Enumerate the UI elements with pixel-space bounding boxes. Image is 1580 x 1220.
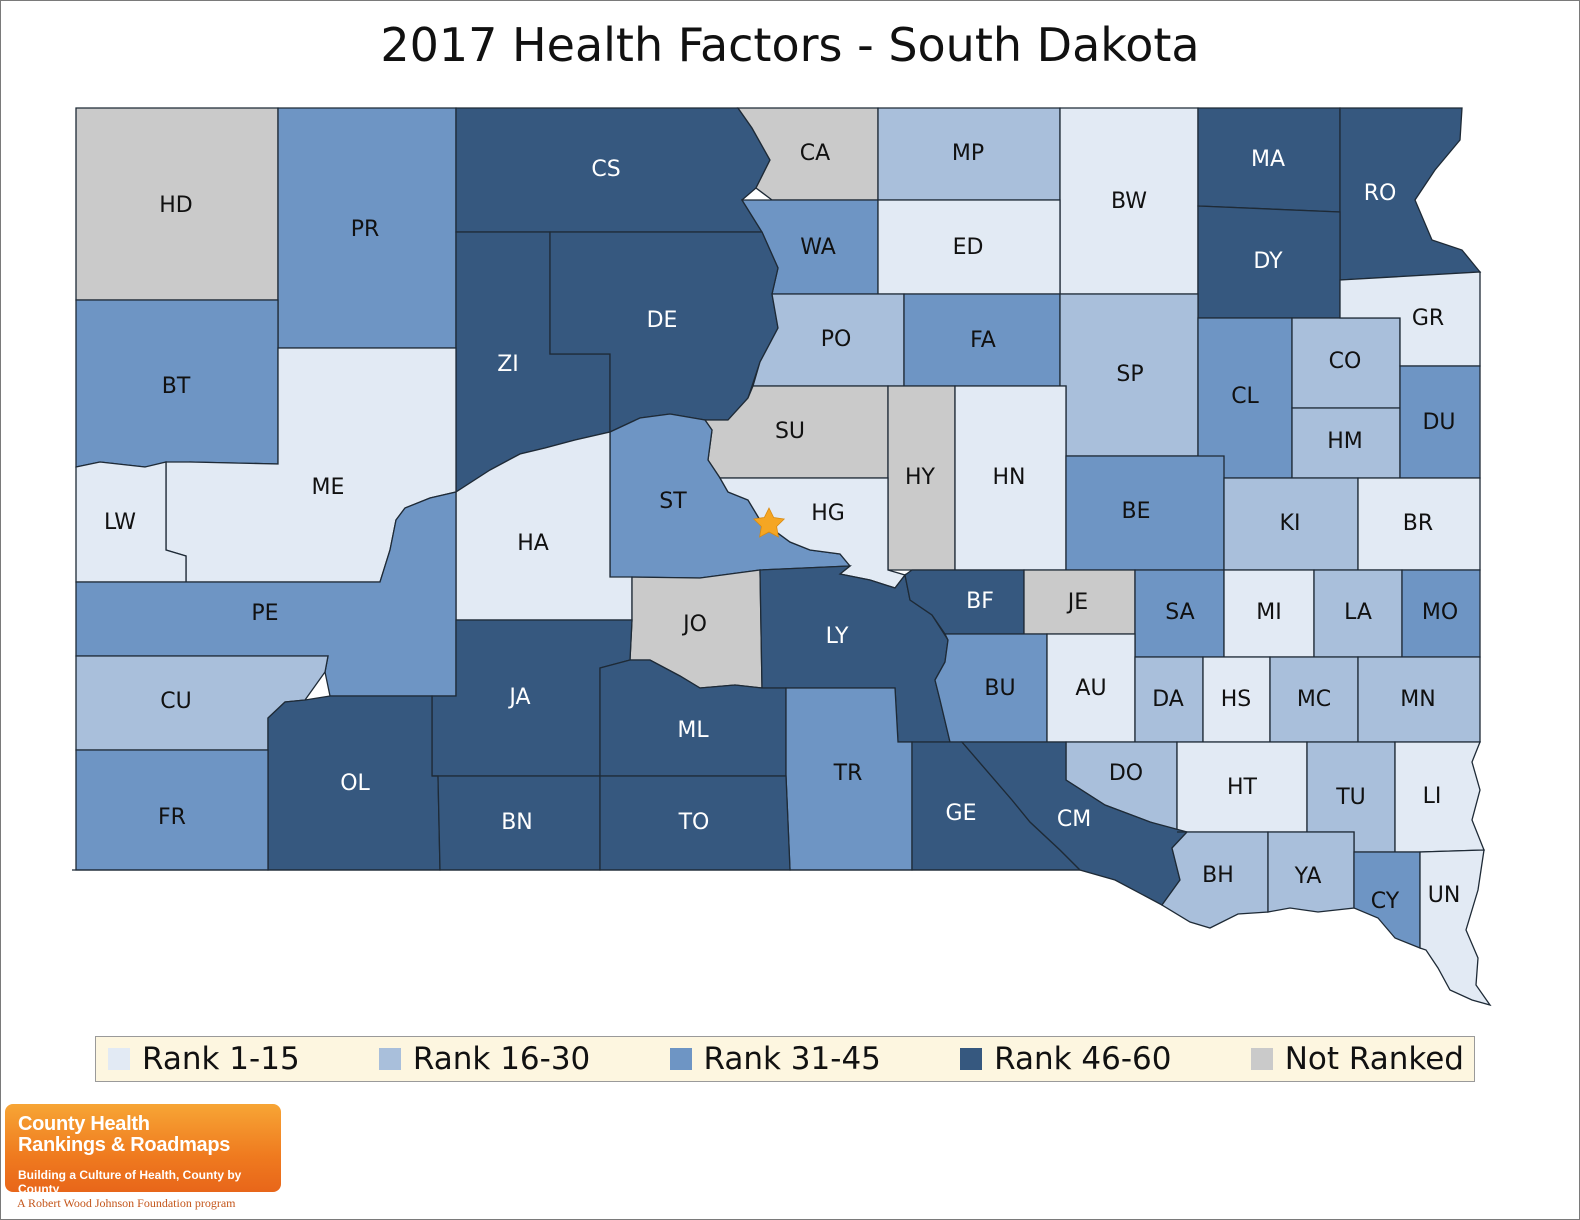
county-label-bf: BF	[966, 589, 994, 614]
legend-swatch	[1250, 1048, 1273, 1070]
map-title: 2017 Health Factors - South Dakota	[380, 18, 1200, 72]
county-label-wa: WA	[800, 235, 836, 260]
county-label-de: DE	[647, 308, 678, 333]
county-label-be: BE	[1122, 499, 1151, 524]
county-label-do: DO	[1109, 761, 1143, 786]
county-label-bu: BU	[984, 676, 1015, 701]
county-label-ge: GE	[946, 801, 977, 826]
county-label-hn: HN	[993, 465, 1026, 490]
legend-label: Rank 1-15	[142, 1041, 300, 1077]
county-label-zi: ZI	[497, 352, 519, 377]
county-label-lw: LW	[104, 510, 136, 535]
star-icon	[752, 507, 786, 538]
county-label-au: AU	[1075, 676, 1106, 701]
county-label-jo: JO	[681, 612, 707, 637]
legend-label: Rank 31-45	[703, 1041, 881, 1077]
legend-item-rank-31-45: Rank 31-45	[669, 1041, 881, 1077]
legend-item-rank-46-60: Rank 46-60	[960, 1041, 1172, 1077]
county-label-sp: SP	[1116, 362, 1143, 387]
county-label-gr: GR	[1412, 306, 1444, 331]
county-label-mn: MN	[1400, 687, 1435, 712]
logo-line-3: Building a Culture of Health, County by …	[18, 1168, 242, 1196]
chr-logo[interactable]: County Health Rankings & Roadmaps Buildi…	[5, 1104, 281, 1196]
legend-label: Rank 16-30	[412, 1041, 591, 1077]
county-label-hy: HY	[905, 465, 936, 490]
county-label-br: BR	[1403, 511, 1433, 536]
legend-swatch	[108, 1048, 130, 1070]
logo-line-2: Rankings & Roadmaps	[18, 1134, 231, 1156]
legend: Rank 1-15 Rank 16-30 Rank 31-45 Rank 46-…	[95, 1036, 1475, 1082]
county-label-to: TO	[678, 810, 710, 835]
county-label-mi: MI	[1256, 600, 1281, 625]
county-label-layer: HD PR CS CA MP BW MA RO WA ED DY BT ZI DE PO FA SP CL CO GR…	[104, 141, 1460, 914]
county-label-la: LA	[1344, 600, 1372, 625]
county-label-tr: TR	[833, 761, 863, 786]
county-label-hs: HS	[1221, 687, 1252, 712]
county-label-st: ST	[659, 489, 687, 514]
county-label-sa: SA	[1165, 600, 1194, 625]
county-label-mo: MO	[1422, 600, 1458, 625]
legend-swatch	[669, 1048, 692, 1070]
county-label-ed: ED	[953, 235, 984, 260]
county-label-fa: FA	[970, 328, 996, 353]
logo-line-1: County Health	[18, 1113, 150, 1135]
county-label-ma: MA	[1251, 147, 1285, 172]
county-layer	[72, 107, 1492, 1007]
legend-label: Rank 46-60	[994, 1041, 1172, 1077]
legend-swatch	[960, 1048, 983, 1070]
county-label-ca: CA	[800, 141, 830, 166]
county-label-bn: BN	[501, 810, 533, 835]
county-label-co: CO	[1329, 349, 1362, 374]
county-ya[interactable]	[1267, 831, 1355, 913]
county-label-ki: KI	[1280, 511, 1301, 536]
county-label-fr: FR	[158, 805, 186, 830]
county-label-bw: BW	[1111, 189, 1147, 214]
legend-label: Not Ranked	[1284, 1041, 1464, 1077]
county-label-ja: JA	[507, 685, 530, 710]
county-un[interactable]	[1419, 849, 1492, 1007]
legend-item-not-ranked: Not Ranked	[1250, 1041, 1464, 1077]
county-ro[interactable]	[1339, 107, 1482, 281]
county-label-cm: CM	[1057, 807, 1091, 832]
county-label-ol: OL	[340, 771, 370, 796]
county-label-li: LI	[1423, 784, 1442, 809]
county-label-bt: BT	[162, 374, 191, 399]
logo-tagline: A Robert Wood Johnson Foundation program	[17, 1196, 236, 1210]
county-label-hg: HG	[811, 501, 845, 526]
county-label-pr: PR	[351, 217, 380, 242]
county-label-cl: CL	[1231, 384, 1259, 409]
county-label-je: JE	[1066, 590, 1088, 615]
county-label-ml: ML	[677, 718, 709, 743]
county-label-un: UN	[1428, 883, 1461, 908]
county-label-du: DU	[1422, 410, 1455, 435]
county-label-mc: MC	[1297, 687, 1331, 712]
county-label-su: SU	[775, 419, 805, 444]
county-label-cs: CS	[591, 157, 620, 182]
county-label-dy: DY	[1253, 249, 1283, 274]
county-label-me: ME	[312, 475, 345, 500]
county-label-po: PO	[821, 327, 852, 352]
legend-item-rank-1-15: Rank 1-15	[108, 1041, 300, 1077]
county-label-mp: MP	[952, 141, 984, 166]
county-label-hm: HM	[1327, 429, 1363, 454]
county-label-tu: TU	[1335, 785, 1366, 810]
county-label-ro: RO	[1364, 181, 1397, 206]
county-label-ya: YA	[1294, 864, 1322, 889]
county-label-pe: PE	[251, 601, 278, 626]
county-label-da: DA	[1152, 687, 1184, 712]
county-label-ha: HA	[517, 531, 549, 556]
county-label-ly: LY	[826, 624, 849, 649]
county-label-bh: BH	[1202, 863, 1234, 888]
county-label-hd: HD	[159, 193, 192, 218]
legend-swatch	[378, 1048, 401, 1070]
county-label-ht: HT	[1227, 775, 1258, 800]
county-label-cy: CY	[1371, 889, 1400, 914]
legend-item-rank-16-30: Rank 16-30	[378, 1041, 591, 1077]
county-label-cu: CU	[160, 689, 191, 714]
